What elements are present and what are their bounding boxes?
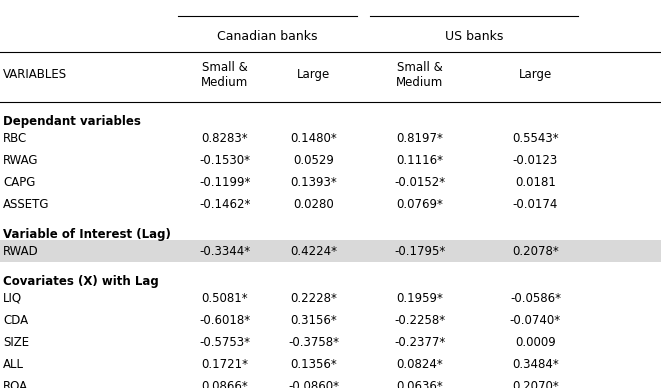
Text: 0.3156*: 0.3156* bbox=[291, 314, 337, 327]
Text: ALL: ALL bbox=[3, 358, 24, 371]
Text: -0.6018*: -0.6018* bbox=[199, 314, 251, 327]
Text: Small &
Medium: Small & Medium bbox=[396, 61, 444, 89]
Text: 0.1721*: 0.1721* bbox=[201, 358, 249, 371]
Text: Small &
Medium: Small & Medium bbox=[201, 61, 249, 89]
Text: -0.2377*: -0.2377* bbox=[394, 336, 446, 349]
FancyBboxPatch shape bbox=[0, 240, 661, 262]
Text: -0.1530*: -0.1530* bbox=[199, 154, 251, 166]
Text: -0.1795*: -0.1795* bbox=[394, 245, 446, 258]
Text: US banks: US banks bbox=[445, 30, 504, 43]
Text: 0.2078*: 0.2078* bbox=[512, 245, 559, 258]
Text: -0.0740*: -0.0740* bbox=[510, 314, 561, 327]
Text: 0.8197*: 0.8197* bbox=[397, 132, 443, 144]
Text: 0.0824*: 0.0824* bbox=[397, 358, 443, 371]
Text: 0.1116*: 0.1116* bbox=[396, 154, 444, 166]
Text: 0.0769*: 0.0769* bbox=[397, 198, 443, 211]
Text: RWAG: RWAG bbox=[3, 154, 39, 166]
Text: 0.0181: 0.0181 bbox=[515, 176, 556, 189]
Text: -0.3758*: -0.3758* bbox=[288, 336, 340, 349]
Text: -0.0860*: -0.0860* bbox=[288, 380, 340, 388]
Text: ROA: ROA bbox=[3, 380, 28, 388]
Text: -0.0152*: -0.0152* bbox=[394, 176, 446, 189]
Text: -0.1462*: -0.1462* bbox=[199, 198, 251, 211]
Text: 0.5081*: 0.5081* bbox=[202, 292, 248, 305]
Text: Dependant variables: Dependant variables bbox=[3, 114, 141, 128]
Text: 0.0636*: 0.0636* bbox=[397, 380, 443, 388]
Text: -0.2258*: -0.2258* bbox=[394, 314, 446, 327]
Text: -0.0586*: -0.0586* bbox=[510, 292, 561, 305]
Text: CAPG: CAPG bbox=[3, 176, 36, 189]
Text: 0.2228*: 0.2228* bbox=[291, 292, 337, 305]
Text: 0.0529: 0.0529 bbox=[293, 154, 334, 166]
Text: 0.0280: 0.0280 bbox=[293, 198, 334, 211]
Text: LIQ: LIQ bbox=[3, 292, 22, 305]
Text: RBC: RBC bbox=[3, 132, 28, 144]
Text: -0.0123: -0.0123 bbox=[513, 154, 558, 166]
Text: 0.8283*: 0.8283* bbox=[202, 132, 248, 144]
Text: CDA: CDA bbox=[3, 314, 28, 327]
Text: -0.0174: -0.0174 bbox=[513, 198, 558, 211]
Text: 0.0009: 0.0009 bbox=[515, 336, 556, 349]
Text: -0.3344*: -0.3344* bbox=[199, 245, 251, 258]
Text: Covariates (X) with Lag: Covariates (X) with Lag bbox=[3, 275, 159, 288]
Text: Canadian banks: Canadian banks bbox=[217, 30, 318, 43]
Text: 0.0866*: 0.0866* bbox=[202, 380, 248, 388]
Text: VARIABLES: VARIABLES bbox=[3, 68, 67, 81]
Text: Large: Large bbox=[297, 68, 330, 81]
Text: SIZE: SIZE bbox=[3, 336, 30, 349]
Text: Large: Large bbox=[519, 68, 552, 81]
Text: Variable of Interest (Lag): Variable of Interest (Lag) bbox=[3, 228, 171, 241]
Text: 0.1480*: 0.1480* bbox=[291, 132, 337, 144]
Text: 0.2070*: 0.2070* bbox=[512, 380, 559, 388]
Text: -0.1199*: -0.1199* bbox=[199, 176, 251, 189]
Text: 0.1356*: 0.1356* bbox=[291, 358, 337, 371]
Text: 0.4224*: 0.4224* bbox=[290, 245, 338, 258]
Text: RWAD: RWAD bbox=[3, 245, 39, 258]
Text: 0.1393*: 0.1393* bbox=[291, 176, 337, 189]
Text: 0.5543*: 0.5543* bbox=[512, 132, 559, 144]
Text: 0.3484*: 0.3484* bbox=[512, 358, 559, 371]
Text: 0.1959*: 0.1959* bbox=[397, 292, 443, 305]
Text: ASSETG: ASSETG bbox=[3, 198, 50, 211]
Text: -0.5753*: -0.5753* bbox=[199, 336, 251, 349]
